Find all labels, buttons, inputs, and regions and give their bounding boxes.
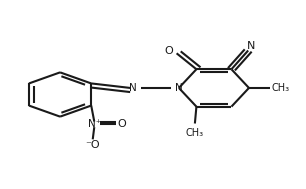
Text: N: N	[129, 83, 137, 93]
Text: N: N	[247, 41, 256, 51]
Text: N: N	[175, 83, 183, 93]
Text: O: O	[117, 119, 126, 129]
Text: CH₃: CH₃	[186, 128, 204, 138]
Text: N⁺: N⁺	[88, 119, 101, 129]
Text: O: O	[165, 46, 174, 56]
Text: CH₃: CH₃	[272, 83, 290, 93]
Text: ⁻O: ⁻O	[85, 140, 100, 150]
